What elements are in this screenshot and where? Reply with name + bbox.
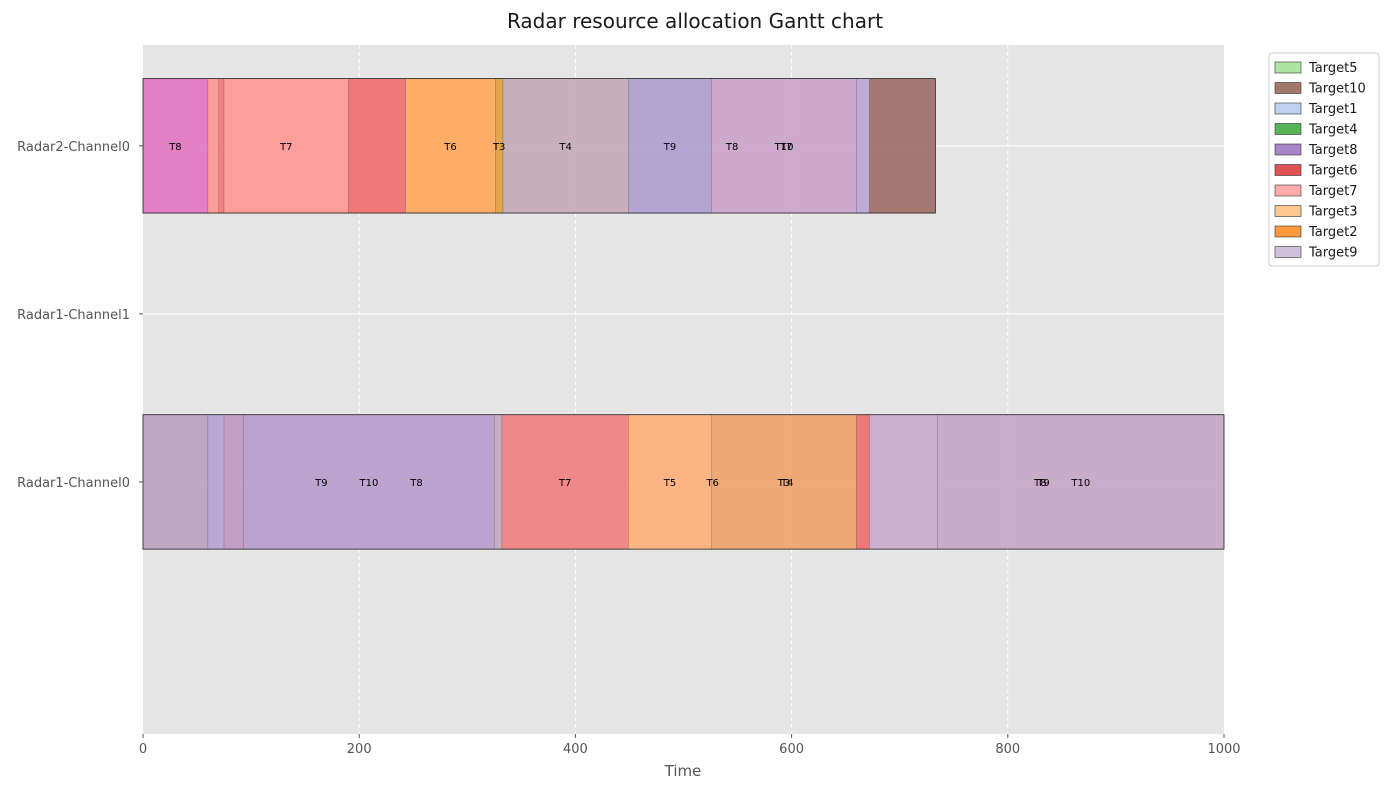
bar-radar1-channel0-20 [856,414,870,550]
bar-radar2-channel0-4 [348,78,406,214]
bar-label-3: T7 [279,142,292,153]
legend: Target5 Target10 Target1 Target4 Target8 Targ… [1268,52,1380,267]
x-tick-label-4: 800 [995,742,1020,757]
bar-radar2-channel0-8 [628,78,712,214]
bar-radar1-channel0-18 [628,414,712,550]
extra-bar-label-4: T6 [705,478,718,489]
bar-label-0: T8 [168,142,181,153]
bar-radar1-channel0-19 [711,414,857,550]
legend-swatch-7 [1274,205,1302,217]
bar-label-6: T3 [492,142,505,153]
legend-swatch-9 [1274,246,1302,258]
x-tick-label-1: 200 [347,742,372,757]
bar-label-9: T10 [774,142,794,153]
y-tick-label-0: Radar1-Channel0 [17,476,130,491]
bar-radar1-channel0-14 [223,414,244,550]
bar-radar1-channel0-22 [937,414,1225,550]
bar-radar1-channel0-13 [207,414,225,550]
legend-label-4: Target8 [1308,143,1358,158]
x-axis-label: Time [664,762,702,780]
legend-label-7: Target3 [1308,205,1358,220]
legend-swatch-5 [1274,164,1302,176]
x-tick-label-0: 0 [139,742,147,757]
extra-bar-label-2: T9 [314,478,327,489]
axis-ticks: 0 200 400 600 800 1000 Radar1-Channel0 Radar1-C… [17,140,1240,757]
legend-swatch-6 [1274,184,1302,197]
extra-bar-label-6: T8 [1033,478,1046,489]
legend-swatch-3 [1274,123,1302,135]
legend-swatch-8 [1274,225,1302,238]
legend-label-2: Target1 [1308,102,1358,117]
extra-bar-label-0: T8 [725,142,738,153]
bar-label-18: T5 [663,478,676,489]
bar-label-5: T6 [443,142,456,153]
bar-radar1-channel0-17 [501,414,629,550]
legend-swatch-0 [1274,61,1302,74]
bar-radar1-channel0-15 [243,414,495,550]
y-tick-label-2: Radar2-Channel0 [17,140,130,155]
legend-label-1: Target10 [1308,82,1366,97]
x-tick-label-5: 1000 [1207,742,1240,757]
bar-radar2-channel0-10 [856,78,870,214]
bar-radar2-channel0-11 [869,78,936,214]
bar-label-7: T4 [558,142,571,153]
legend-swatch-1 [1274,82,1302,94]
bar-radar1-channel0-21 [869,414,938,550]
legend-label-9: Target9 [1308,246,1358,261]
chart-title: Radar resource allocation Gantt chart [507,9,883,33]
x-tick-label-3: 600 [779,742,804,757]
extra-bar-label-5: T4 [780,478,793,489]
bar-label-8: T9 [663,142,676,153]
legend-swatch-2 [1274,102,1302,115]
bar-label-19: T3 [777,478,790,489]
bar-radar2-channel0-1 [207,78,219,214]
legend-label-6: Target7 [1308,184,1358,199]
legend-swatch-4 [1274,143,1302,156]
bar-radar1-channel0-12 [142,414,209,550]
x-tick-label-2: 400 [563,742,588,757]
bar-label-22: T10 [1070,478,1090,489]
bars [142,78,1225,550]
extra-bar-label-3: T8 [409,478,422,489]
bar-radar2-channel0-2 [218,78,225,214]
legend-label-5: Target6 [1308,164,1358,179]
bar-label-15: T10 [359,478,379,489]
extra-bar-label-1: T7 [779,142,792,153]
y-tick-label-1: Radar1-Channel1 [17,308,130,323]
bar-radar2-channel0-7 [502,78,629,214]
legend-label-8: Target2 [1308,225,1358,240]
bar-radar1-channel0-16 [494,414,503,550]
bar-label-17: T7 [558,478,571,489]
legend-label-3: Target4 [1308,123,1358,138]
legend-label-0: Target5 [1308,61,1358,76]
extra-bar-label-7: T9 [1036,478,1049,489]
